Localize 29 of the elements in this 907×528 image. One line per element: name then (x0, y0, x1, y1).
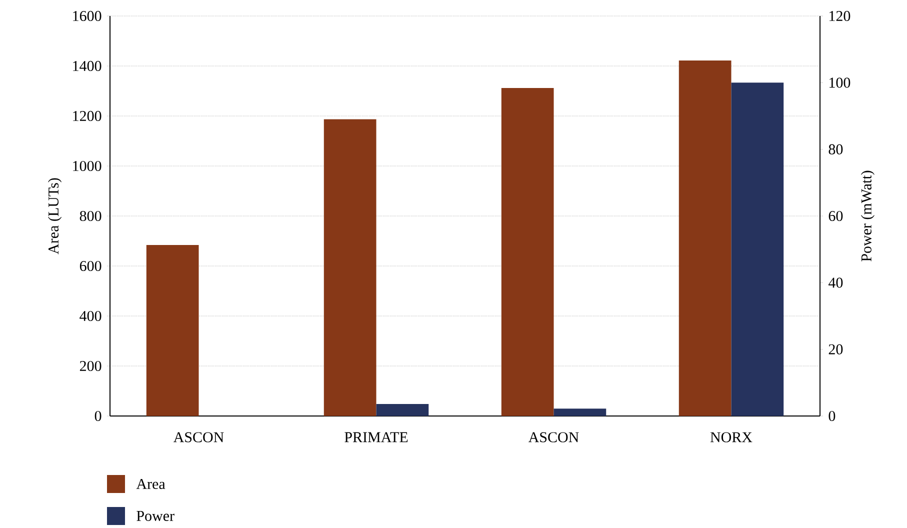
y2-tick-label: 60 (828, 210, 843, 222)
legend-label: Area (136, 478, 166, 490)
y2-tick-label: 80 (828, 144, 843, 154)
y-tick-label: 1000 (73, 160, 102, 172)
y2-tick-label: 20 (828, 344, 843, 354)
y-tick-label: 1200 (73, 110, 102, 122)
y-tick-label: 1400 (73, 60, 102, 72)
x-tick-label: PRIMATE (344, 432, 408, 442)
y2-axis-title: Power (mWatt) (860, 170, 875, 262)
y2-tick-label: 0 (828, 410, 836, 422)
y-tick-label: 800 (80, 210, 102, 222)
x-tick-label: ASCON (528, 432, 579, 442)
y-tick-label: 400 (80, 310, 102, 322)
x-tick-label: NORX (710, 432, 752, 442)
y-tick-label: 0 (94, 410, 102, 422)
y2-tick-label: 40 (828, 278, 843, 288)
legend-label: Power (136, 511, 174, 521)
bar (324, 119, 376, 416)
y-tick-label: 200 (80, 360, 102, 372)
y2-tick-label: 120 (830, 10, 850, 22)
y-tick-label: 600 (80, 260, 102, 272)
bar (554, 408, 606, 416)
bar (376, 404, 429, 416)
y-axis-title: Area (LUTs) (48, 178, 62, 254)
y-tick-label: 1600 (73, 10, 102, 22)
bar (146, 245, 199, 416)
x-tick-label: ASCON (173, 432, 224, 442)
y2-tick-label: 100 (830, 78, 850, 88)
bar (501, 88, 554, 416)
